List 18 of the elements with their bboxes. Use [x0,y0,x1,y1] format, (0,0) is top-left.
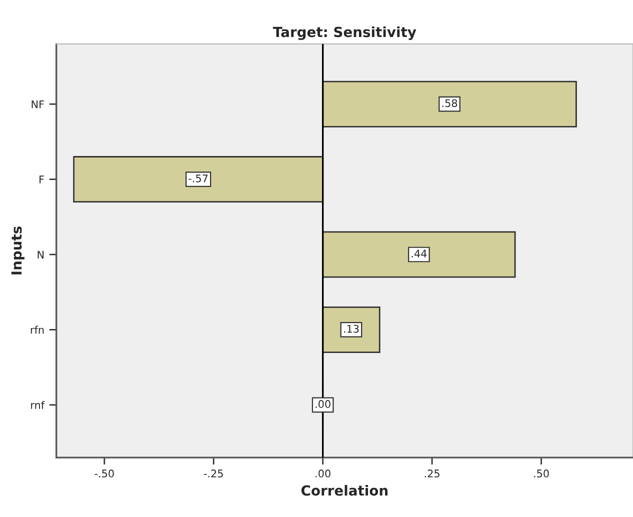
chart-title: Target: Sensitivity [272,26,416,40]
data-label: .13 [344,324,359,333]
data-label: -.57 [188,174,208,182]
y-tick-label: rnf [31,400,45,409]
y-tick-label: rfn [30,326,44,334]
y-tick-label: F [40,176,44,184]
x-tick-label: .50 [534,470,549,478]
x-tick-label: -.50 [94,470,114,478]
data-label: .44 [412,250,427,258]
x-tick-label: .25 [424,470,440,478]
y-tick-label: N [38,250,44,258]
x-tick-label: -.25 [204,470,223,478]
x-axis-title: Correlation [301,484,388,496]
y-axis-title: Inputs [11,226,24,274]
x-tick-label: .00 [316,470,330,478]
data-label: .58 [442,99,458,108]
y-tick-label: NF [32,100,44,108]
data-label: .00 [316,400,330,408]
